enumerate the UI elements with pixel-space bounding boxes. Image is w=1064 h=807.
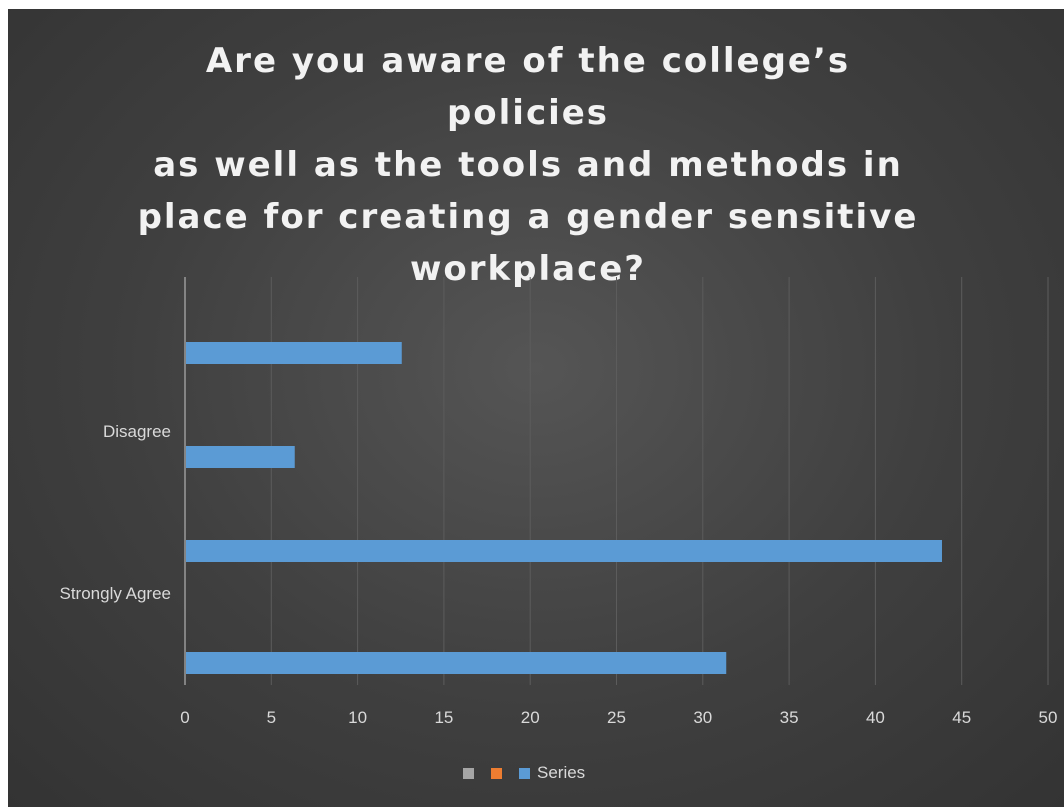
chart-title: Are you aware of the college’s policies … xyxy=(137,41,919,289)
category-label: Strongly Agree xyxy=(59,584,171,603)
bar xyxy=(186,540,942,562)
bar xyxy=(186,342,402,364)
x-tick-label: 15 xyxy=(434,708,453,727)
bar xyxy=(186,652,727,674)
chart-area: Are you aware of the college’s policies … xyxy=(8,9,1064,807)
legend: Series xyxy=(463,763,585,783)
legend-item-series: Series xyxy=(519,763,585,783)
x-tick-label: 40 xyxy=(866,708,885,727)
legend-swatch-orange xyxy=(491,767,502,779)
bar xyxy=(186,446,295,468)
x-tick-label: 20 xyxy=(521,708,540,727)
category-label: Disagree xyxy=(103,422,171,441)
x-tick-label: 50 xyxy=(1039,708,1058,727)
legend-label-series: Series xyxy=(537,763,586,782)
x-tick-label: 0 xyxy=(180,708,189,727)
x-tick-label: 30 xyxy=(693,708,712,727)
x-tick-label: 5 xyxy=(267,708,276,727)
x-tick-label: 10 xyxy=(348,708,367,727)
legend-swatch-series xyxy=(519,767,530,779)
plot-area: 0 5 10 15 20 25 30 35 40 45 50 Strongly Agree Disagr… xyxy=(59,277,1058,727)
legend-item-gray xyxy=(463,767,481,779)
legend-swatch-gray xyxy=(463,767,474,779)
x-tick-label: 35 xyxy=(780,708,799,727)
legend-item-orange xyxy=(491,767,509,779)
x-tick-label: 25 xyxy=(607,708,626,727)
x-tick-label: 45 xyxy=(952,708,971,727)
